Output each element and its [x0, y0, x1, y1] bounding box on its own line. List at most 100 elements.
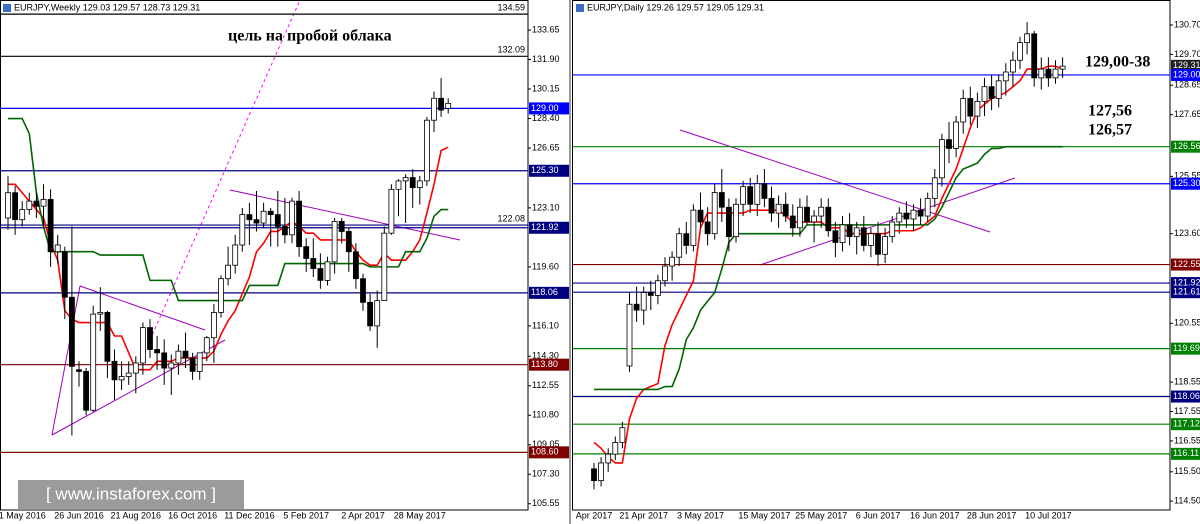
x-tick-label: 25 May 2017: [795, 510, 847, 520]
indicator-line: [8, 146, 449, 371]
plot: [573, 22, 1170, 490]
y-tick-label: 123.10: [532, 202, 560, 212]
candle-body: [889, 221, 896, 238]
candle-body: [718, 192, 725, 208]
candle-body: [388, 188, 395, 234]
candle-body: [189, 357, 196, 372]
level-label-box: [529, 446, 569, 459]
candle-body: [303, 246, 310, 259]
candle-body: [726, 206, 732, 238]
candle-body: [939, 139, 945, 179]
candle-body: [296, 200, 303, 248]
candle-body: [782, 203, 789, 217]
x-tick-label: 21 Aug 2016: [111, 510, 162, 520]
level-label-box: [1171, 447, 1200, 460]
y-tick-label: 126.65: [532, 142, 560, 152]
candle-body: [591, 468, 597, 482]
y-tick-label: 133.65: [532, 24, 560, 34]
level-label-box: [1171, 342, 1200, 355]
level-label-box: [1171, 258, 1200, 271]
level-label: 129.00: [1173, 69, 1200, 79]
annotation: цель на пробой облака: [228, 28, 392, 45]
candle-body: [633, 303, 640, 311]
candle-body: [19, 209, 26, 221]
candle-body: [168, 362, 175, 369]
y-tick-label: 107.30: [532, 469, 560, 479]
x-tick-label: 5 Feb 2017: [283, 510, 329, 520]
candle-body: [789, 215, 796, 229]
annotation: 126,57: [1088, 122, 1132, 139]
candle-body: [360, 278, 366, 303]
level-label: 113.80: [531, 359, 558, 369]
candle-body: [647, 292, 654, 296]
y-tick-label: 114.50: [1174, 496, 1200, 506]
candle-body: [104, 312, 111, 362]
candle-body: [825, 206, 832, 232]
candle-body: [33, 200, 40, 207]
candle-body: [203, 337, 210, 354]
watermark: [ www.instaforex.com ]: [46, 484, 216, 503]
candle-body: [317, 268, 324, 281]
candle-body: [416, 180, 423, 189]
candle-body: [210, 312, 217, 339]
level-label-box: [1171, 140, 1200, 153]
candle-body: [995, 80, 1002, 99]
candle-body: [40, 199, 47, 207]
candle-body: [626, 303, 633, 367]
candle-body: [690, 209, 697, 246]
candle-body: [154, 349, 161, 354]
candle-body: [274, 214, 281, 227]
axis: EURJPY,Weekly 129.03 129.57 128.73 129.3…: [0, 2, 569, 520]
level-label-box: [1171, 68, 1200, 81]
candle-body: [381, 232, 388, 302]
candle-body: [775, 203, 782, 214]
candle-body: [974, 101, 981, 117]
candle-body: [875, 233, 881, 255]
x-tick-label: 16 Jun 2017: [910, 510, 960, 520]
candle-body: [69, 296, 75, 367]
trend-line: [759, 177, 1016, 266]
level-label-box: [1171, 59, 1200, 72]
y-tick-label: 116.55: [1174, 435, 1200, 445]
level-label: 117.12: [1173, 419, 1200, 429]
candle-body: [402, 177, 409, 182]
candle-body: [438, 97, 445, 111]
level-label: 125.30: [1173, 178, 1200, 188]
x-tick-label: Apr 2017: [576, 510, 613, 520]
y-tick-label: 105.55: [532, 498, 560, 508]
axis: EURJPY,Daily 129.26 129.57 129.05 129.31…: [576, 2, 1200, 520]
level-label: 122.55: [1173, 259, 1200, 269]
y-tick-label: 109.05: [532, 439, 560, 449]
candle-body: [946, 139, 952, 149]
level-label: 132.09: [497, 45, 525, 55]
candle-body: [697, 209, 704, 223]
candle-body: [747, 186, 754, 205]
candle-body: [1045, 68, 1052, 79]
level-label-box: [1171, 286, 1200, 299]
y-tick-label: 114.30: [532, 351, 559, 361]
candle-body: [345, 231, 352, 253]
level-label-box: [529, 286, 569, 299]
candle-body: [1031, 33, 1038, 79]
level-label: 121.92: [531, 222, 559, 232]
candle-body: [967, 98, 974, 117]
candle-body: [352, 251, 359, 280]
candle-body: [619, 427, 626, 443]
annotation: 127,56: [1088, 103, 1132, 120]
level-label: 116.11: [1173, 448, 1199, 458]
candle-body: [846, 224, 853, 238]
level-label-box: [529, 358, 569, 371]
x-tick-label: 2 Apr 2017: [341, 510, 385, 520]
x-tick-label: 10 Jul 2017: [1025, 510, 1072, 520]
candle-body: [90, 313, 97, 411]
watermark-box: [18, 480, 244, 510]
y-tick-label: 120.55: [1174, 318, 1200, 328]
candle-body: [832, 230, 839, 243]
candle-body: [1002, 71, 1009, 82]
trend-line: [51, 339, 226, 436]
x-tick-label: 11 Dec 2016: [224, 510, 274, 520]
candle-body: [139, 327, 146, 364]
level-label-box: [529, 221, 569, 234]
candle-body: [612, 441, 619, 455]
